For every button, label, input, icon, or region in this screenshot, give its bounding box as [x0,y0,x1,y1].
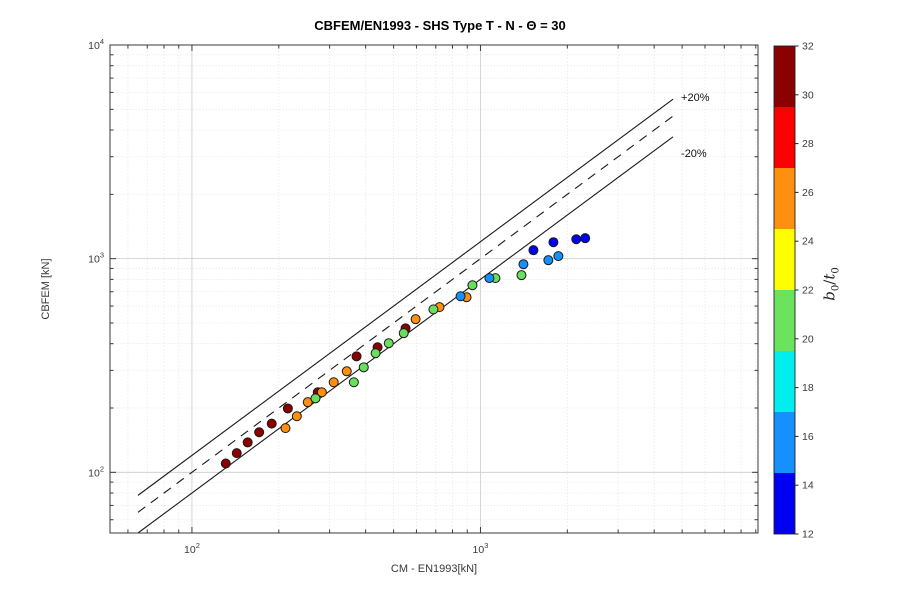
data-point [553,251,564,262]
colorbar-tick-label: 20 [802,333,814,345]
series-b0-t0-20-22 [310,270,527,404]
colorbar [773,45,796,535]
tick-labels: 102 103 102 103 104 [88,37,488,556]
colorbar-band [774,229,795,290]
data-point [455,291,466,302]
colorbar-band [774,473,795,534]
colorbar-tick-label: 30 [802,89,814,101]
reference-label-plus20: +20% [681,92,710,104]
data-point [348,377,359,388]
data-point [580,233,591,244]
tick-label: 104 [88,37,104,52]
data-point [220,458,231,469]
major-gridlines [110,44,758,533]
colorbar-band [774,46,795,107]
axes-box [109,44,759,534]
data-point [328,377,339,388]
data-point [341,366,352,377]
tick-label: 103 [473,541,489,556]
colorbar-tick-label: 16 [802,431,814,443]
reference-line-equality [137,115,674,513]
colorbar-tick-label: 18 [802,382,814,394]
data-point [358,362,369,373]
colorbar-ticks [795,45,799,535]
data-point [571,234,582,245]
tick-marks [110,44,758,533]
data-point [410,314,421,325]
reference-line-labels: +20% -20% [681,92,710,160]
tick-label: 102 [184,541,200,556]
data-point [383,338,394,349]
colorbar-band [774,107,795,168]
data-point [316,387,327,398]
colorbar-tick-label: 14 [802,480,814,492]
reference-lines [137,98,674,533]
data-point [231,448,242,459]
data-point [548,237,559,248]
scatter-points [220,233,591,469]
data-point [528,245,539,256]
x-axis-label: CM - EN1993[kN] [390,563,478,575]
minor-gridlines [110,45,758,533]
y-axis-label: CBFEM [kN] [40,258,52,320]
colorbar-label: b0/t0 [821,267,842,300]
data-point [428,304,439,315]
data-point [351,351,362,362]
reference-line-plus20 [137,98,674,496]
data-point [242,437,253,448]
data-point [254,427,265,438]
data-point [302,397,313,408]
colorbar-label-sub2: 0 [830,267,842,274]
data-point [467,280,478,291]
colorbar-label-var1: b [820,291,839,301]
data-point [282,403,293,414]
colorbar-label-var2: t [820,273,839,280]
colorbar-band [774,168,795,229]
colorbar-band [774,412,795,473]
data-point [484,273,495,284]
data-point [370,348,381,359]
colorbar-tick-label: 32 [802,41,814,53]
reference-label-minus20: -20% [681,148,707,160]
tick-label: 103 [88,251,104,266]
data-point [310,393,321,404]
data-point [291,411,302,422]
data-point [543,255,554,266]
data-point [518,259,529,270]
chart-title: CBFEM/EN1993 - SHS Type T - N - Θ = 30 [314,18,566,33]
colorbar-band [774,351,795,412]
series-b0-t0-15-17 [455,251,564,302]
colorbar-tick-label: 26 [802,187,814,199]
colorbar-band [774,290,795,351]
colorbar-tick-label: 12 [802,529,814,541]
tick-label: 102 [88,464,104,479]
series-b0-t0-25-27 [280,292,472,434]
data-point [516,270,527,281]
colorbar-tick-label: 22 [802,285,814,297]
data-point [280,423,291,434]
data-point [398,328,409,339]
series-b0-t0-12-14 [528,233,591,256]
data-point [266,418,277,429]
colorbar-label-sub1: 0 [830,284,842,292]
colorbar-tick-label: 28 [802,138,814,150]
colorbar-label-slash: / [820,279,839,285]
colorbar-tick-label: 24 [802,236,814,248]
colorbar-tick-labels: 12 14 16 18 20 22 24 26 28 30 32 [802,41,814,541]
